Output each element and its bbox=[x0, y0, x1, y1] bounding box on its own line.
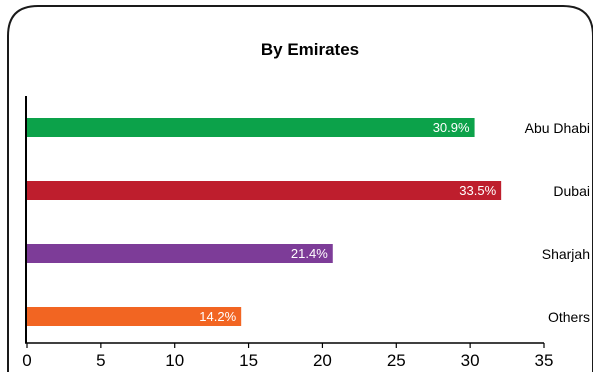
x-tick-label: 30 bbox=[461, 351, 480, 370]
data-label-others: 14.2% bbox=[199, 309, 236, 324]
panel-border bbox=[7, 5, 593, 372]
category-label-abu-dhabi: Abu Dhabi bbox=[525, 120, 590, 136]
data-label-abu-dhabi: 30.9% bbox=[433, 120, 470, 135]
x-tick-label: 10 bbox=[165, 351, 184, 370]
bar-others bbox=[27, 307, 242, 326]
x-tick-label: 0 bbox=[22, 351, 31, 370]
bars-group: 30.9% Abu Dhabi 33.5% Dubai 21.4% Sharjah 14.2… bbox=[27, 118, 590, 326]
bar-dubai bbox=[27, 181, 502, 200]
category-label-others: Others bbox=[548, 309, 590, 325]
x-tick-label: 25 bbox=[387, 351, 406, 370]
x-ticks-group: 0 5 10 15 20 25 30 35 bbox=[22, 343, 553, 370]
x-tick-label: 5 bbox=[96, 351, 105, 370]
x-tick-label: 20 bbox=[313, 351, 332, 370]
chart-title: By Emirates bbox=[261, 40, 359, 59]
category-label-sharjah: Sharjah bbox=[542, 246, 590, 262]
data-label-sharjah: 21.4% bbox=[291, 246, 328, 261]
x-tick-label: 35 bbox=[535, 351, 554, 370]
data-label-dubai: 33.5% bbox=[459, 183, 496, 198]
category-label-dubai: Dubai bbox=[553, 183, 590, 199]
bar-sharjah bbox=[27, 244, 333, 263]
bar-abu-dhabi bbox=[27, 118, 475, 137]
x-tick-label: 15 bbox=[239, 351, 258, 370]
